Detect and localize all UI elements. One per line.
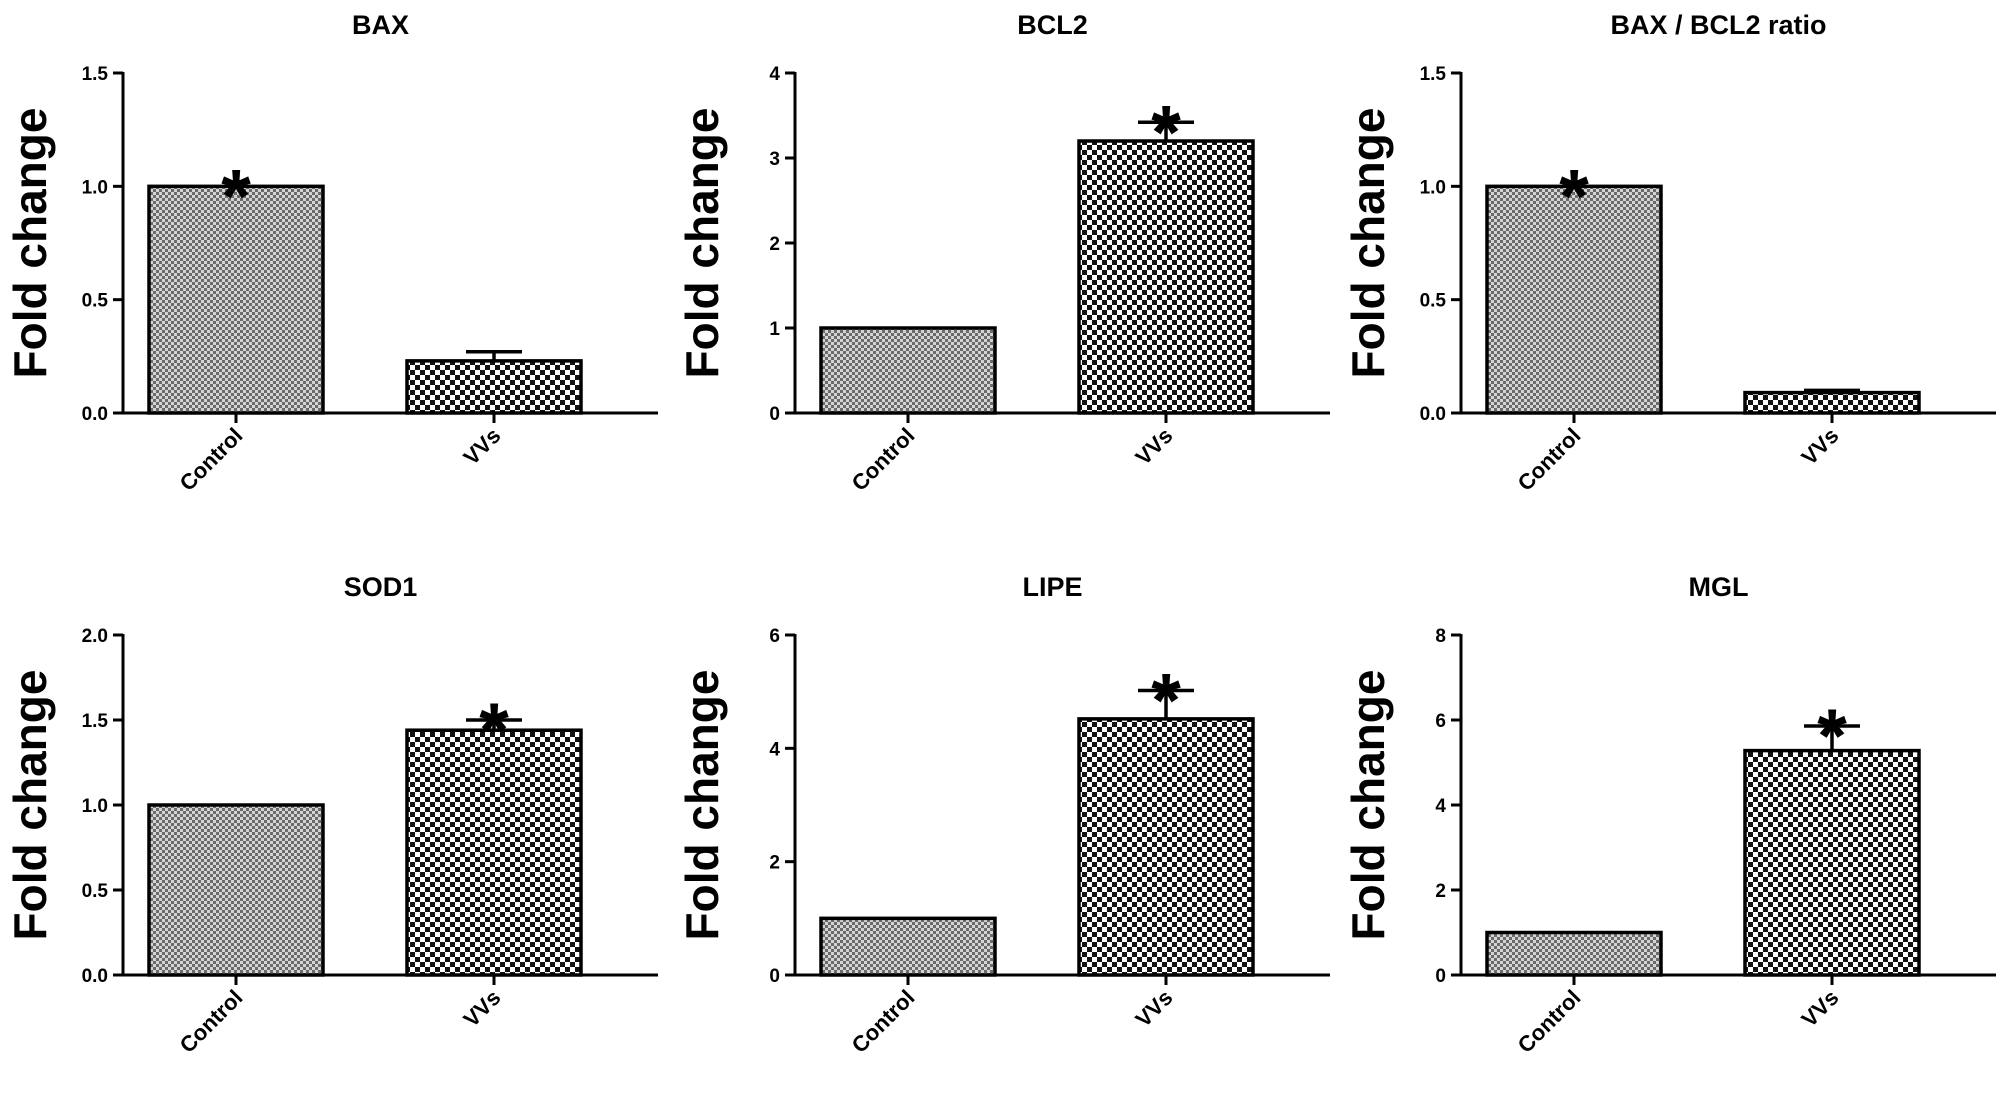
chart-title: SOD1: [344, 572, 418, 602]
y-tick-label: 0.5: [1420, 291, 1447, 312]
y-tick-label: 1.5: [82, 711, 109, 732]
y-axis-label: Fold change: [1342, 108, 1394, 379]
y-tick-label: 0.5: [82, 881, 109, 902]
significance-star: *: [1151, 659, 1181, 744]
chart-svg: BAX Fold change * 0.0 0.5 1.0 1.5 Control VVs: [4, 10, 658, 496]
y-tick-label: 2: [1435, 881, 1446, 902]
bar-control: [147, 803, 325, 977]
y-tick-label: 1.5: [82, 64, 109, 85]
x-category-label: VVs: [1796, 423, 1843, 470]
y-axis-label: Fold change: [1342, 670, 1394, 941]
chart-svg: LIPE Fold change * 0 2 4 6 Control VVs: [676, 572, 1330, 1058]
chart-panel-4: SOD1 Fold change * 0.0 0.5 1.0 1.5 2.0 Control VV…: [0, 562, 668, 1100]
chart-svg: BCL2 Fold change * 0 1 2 3 4 Control VVs: [676, 10, 1330, 496]
y-tick-label: 3: [769, 149, 780, 170]
error-bar-vvs: [1138, 120, 1194, 141]
chart-title: MGL: [1689, 572, 1749, 602]
error-bar-vvs: [466, 350, 522, 361]
error-bar-vvs: [1804, 724, 1860, 751]
bar-vvs: [405, 359, 583, 415]
chart-title: BAX: [352, 10, 409, 40]
y-tick-label: 0: [769, 404, 780, 425]
axes: [793, 634, 1330, 977]
y-tick-label: 0: [769, 966, 780, 987]
chart-panel-1: BAX Fold change * 0.0 0.5 1.0 1.5 Control VVs: [0, 0, 668, 538]
bar-control: [1485, 184, 1663, 415]
y-tick-label: 4: [1435, 796, 1446, 817]
x-category-label: VVs: [1130, 985, 1177, 1032]
y-tick-label: 0.0: [82, 966, 108, 987]
y-tick-label: 0.0: [82, 404, 108, 425]
bar-control: [1485, 930, 1663, 977]
chart-svg: BAX / BCL2 ratio Fold change * 0.0 0.5 1.0 1.5…: [1342, 10, 1996, 496]
chart-panel-3: BAX / BCL2 ratio Fold change * 0.0 0.5 1.0 1.5…: [1338, 0, 2006, 538]
y-tick-label: 1: [769, 319, 780, 340]
chart-svg: MGL Fold change * 0 2 4 6 8 Control VVs: [1342, 572, 1996, 1058]
significance-star: *: [1151, 90, 1181, 175]
y-tick-label: 1.5: [1420, 64, 1447, 85]
error-bar-vvs: [1804, 388, 1860, 393]
x-category-label: VVs: [458, 423, 505, 470]
y-tick-label: 1.0: [1420, 177, 1446, 198]
x-category-label: Control: [175, 985, 248, 1058]
bar-control: [819, 916, 997, 977]
chart-panel-6: MGL Fold change * 0 2 4 6 8 Control VVs: [1338, 562, 2006, 1100]
x-category-label: Control: [1513, 423, 1586, 496]
y-tick-label: 6: [769, 626, 780, 647]
bar-vvs: [1077, 717, 1255, 977]
x-category-label: VVs: [1130, 423, 1177, 470]
chart-title: BCL2: [1017, 10, 1088, 40]
bar-control: [147, 184, 325, 415]
y-axis-label: Fold change: [676, 108, 728, 379]
chart-panel-5: LIPE Fold change * 0 2 4 6 Control VVs: [672, 562, 1340, 1100]
x-category-label: Control: [847, 423, 920, 496]
x-category-label: Control: [1513, 985, 1586, 1058]
x-category-label: Control: [847, 985, 920, 1058]
chart-svg: SOD1 Fold change * 0.0 0.5 1.0 1.5 2.0 Control VV…: [4, 572, 658, 1058]
significance-star: *: [221, 154, 251, 239]
chart-panel-2: BCL2 Fold change * 0 1 2 3 4 Control VVs: [672, 0, 1340, 538]
y-tick-label: 1.0: [82, 796, 108, 817]
y-tick-label: 0: [1435, 966, 1446, 987]
y-tick-label: 6: [1435, 711, 1446, 732]
y-tick-label: 2.0: [82, 626, 108, 647]
axes: [1459, 72, 1996, 415]
y-tick-label: 4: [769, 739, 780, 760]
y-tick-label: 2: [769, 234, 780, 255]
axes: [121, 72, 658, 415]
bar-vvs: [1743, 390, 1921, 415]
significance-star: *: [1559, 154, 1589, 239]
chart-title: BAX / BCL2 ratio: [1610, 10, 1826, 40]
y-axis-label: Fold change: [676, 670, 728, 941]
bar-vvs: [1743, 748, 1921, 977]
error-bar-vvs: [466, 718, 522, 731]
x-category-label: VVs: [458, 985, 505, 1032]
bar-vvs: [1077, 139, 1255, 415]
y-axis-label: Fold change: [4, 108, 56, 379]
significance-star: *: [1817, 694, 1847, 779]
y-tick-label: 8: [1435, 626, 1446, 647]
y-tick-label: 1.0: [82, 177, 108, 198]
y-tick-label: 2: [769, 853, 780, 874]
x-category-label: Control: [175, 423, 248, 496]
y-tick-label: 0.0: [1420, 404, 1446, 425]
y-tick-label: 0.5: [82, 291, 109, 312]
chart-title: LIPE: [1022, 572, 1082, 602]
y-axis-label: Fold change: [4, 670, 56, 941]
bar-vvs: [405, 728, 583, 977]
significance-star: *: [479, 688, 509, 773]
bar-control: [819, 326, 997, 415]
error-bar-vvs: [1138, 688, 1194, 719]
figure-grid: BAX Fold change * 0.0 0.5 1.0 1.5 Control VVs BCL…: [0, 0, 2006, 1058]
x-category-label: VVs: [1796, 985, 1843, 1032]
y-tick-label: 4: [769, 64, 780, 85]
